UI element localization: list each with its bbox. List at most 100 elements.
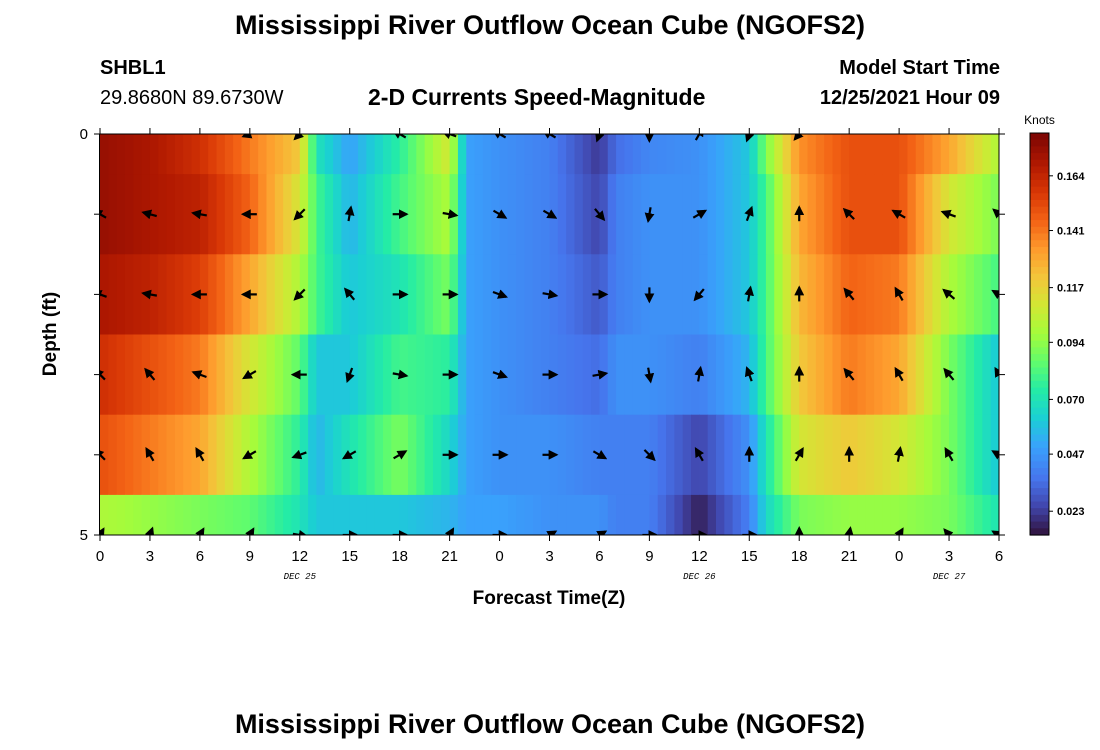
heatmap-cell bbox=[649, 254, 659, 336]
heatmap-cell bbox=[308, 174, 318, 255]
heatmap-cell bbox=[124, 414, 134, 496]
heatmap-cell bbox=[383, 254, 392, 336]
heatmap-cell bbox=[715, 494, 725, 535]
heatmap-cell bbox=[407, 494, 417, 535]
heatmap-cell bbox=[632, 174, 642, 255]
current-vector bbox=[991, 289, 999, 300]
heatmap-cell bbox=[732, 494, 742, 535]
heatmap-cell bbox=[824, 414, 834, 496]
heatmap-cell bbox=[974, 334, 983, 416]
heatmap-cell bbox=[732, 254, 742, 336]
colorbar-segment bbox=[1030, 407, 1049, 415]
heatmap-cell bbox=[383, 134, 392, 175]
heatmap-cell bbox=[707, 334, 717, 416]
heatmap-cell bbox=[857, 334, 867, 416]
current-vector bbox=[643, 449, 656, 462]
heatmap-cell bbox=[607, 334, 617, 416]
heatmap-cell bbox=[990, 134, 999, 175]
heatmap-cell bbox=[274, 494, 284, 535]
heatmap-cell bbox=[874, 134, 884, 175]
current-vector bbox=[991, 450, 999, 460]
current-vector bbox=[191, 370, 207, 380]
heatmap-cell bbox=[333, 134, 342, 175]
colorbar-segment bbox=[1030, 287, 1049, 295]
date-labels: DEC 25 DEC 26 DEC 27 bbox=[284, 572, 966, 582]
heatmap-cell bbox=[924, 494, 933, 535]
heatmap-cell bbox=[682, 254, 692, 336]
heatmap-cell bbox=[283, 414, 293, 496]
heatmap-cell bbox=[549, 134, 559, 175]
heatmap-cell bbox=[865, 494, 875, 535]
colorbar-segment bbox=[1030, 421, 1049, 429]
heatmap-cell bbox=[915, 134, 925, 175]
heatmap-cell bbox=[624, 414, 634, 496]
heatmap-cell bbox=[133, 414, 143, 496]
heatmap-cell bbox=[507, 134, 517, 175]
heatmap-cell bbox=[582, 494, 592, 535]
heatmap-cell bbox=[158, 494, 168, 535]
current-vector bbox=[891, 209, 906, 219]
heatmap-cell bbox=[466, 254, 476, 336]
current-vector bbox=[693, 288, 705, 302]
heatmap-cell bbox=[149, 334, 159, 416]
colorbar-segment bbox=[1030, 360, 1049, 369]
heatmap-cell bbox=[607, 254, 617, 336]
heatmap-cell bbox=[199, 134, 209, 175]
heatmap-cell bbox=[457, 174, 467, 255]
colorbar-segment bbox=[1030, 159, 1049, 168]
heatmap-cell bbox=[607, 174, 617, 255]
heatmap-cell bbox=[557, 254, 567, 336]
heatmap-cell bbox=[641, 494, 650, 535]
heatmap-cell bbox=[541, 494, 551, 535]
heatmap-cell bbox=[183, 414, 193, 496]
heatmap-cell bbox=[491, 254, 501, 336]
heatmap-cell bbox=[366, 334, 376, 416]
current-vector bbox=[594, 208, 606, 222]
heatmap-cell bbox=[782, 414, 792, 496]
heatmap-cell bbox=[949, 134, 958, 175]
heatmap-cell bbox=[782, 334, 792, 416]
heatmap-cell bbox=[399, 134, 409, 175]
current-vector bbox=[644, 367, 655, 384]
heatmap-cell bbox=[774, 334, 784, 416]
heatmap-cell bbox=[799, 174, 809, 255]
heatmap-cell bbox=[715, 174, 725, 255]
x-tick-label: 6 bbox=[995, 548, 1003, 565]
heatmap-cell bbox=[707, 174, 717, 255]
heatmap-cell bbox=[982, 414, 992, 496]
heatmap-cell bbox=[407, 174, 417, 255]
heatmap-cell bbox=[649, 134, 659, 175]
heatmap-cell bbox=[932, 334, 942, 416]
current-vector bbox=[293, 288, 306, 301]
heatmap-cell bbox=[824, 254, 834, 336]
heatmap-cell bbox=[874, 174, 884, 255]
heatmap-cell bbox=[890, 134, 900, 175]
heatmap-cell bbox=[657, 494, 667, 535]
heatmap-cell bbox=[582, 174, 592, 255]
station-id: SHBL1 bbox=[100, 57, 166, 79]
heatmap-cell bbox=[674, 254, 684, 336]
current-vector bbox=[491, 134, 507, 139]
heatmap-cell bbox=[183, 254, 193, 336]
heatmap-cell bbox=[108, 134, 118, 175]
colorbar-segment bbox=[1030, 173, 1049, 181]
heatmap-cell bbox=[882, 134, 892, 175]
heatmap-cell bbox=[216, 334, 226, 416]
heatmap-cell bbox=[682, 334, 692, 416]
heatmap-cell bbox=[316, 134, 326, 175]
current-vector bbox=[191, 209, 207, 220]
heatmap-cell bbox=[591, 494, 601, 535]
heatmap-cell bbox=[982, 254, 992, 336]
heatmap-cell bbox=[624, 494, 634, 535]
colorbar-segment bbox=[1030, 186, 1049, 194]
heatmap-cell bbox=[865, 134, 875, 175]
heatmap-cell bbox=[624, 254, 634, 336]
heatmap-cell bbox=[666, 174, 675, 255]
heatmap-cell bbox=[940, 134, 950, 175]
heatmap-cell bbox=[757, 334, 767, 416]
heatmap-cell bbox=[666, 134, 675, 175]
heatmap-cell bbox=[949, 174, 958, 255]
current-vector bbox=[744, 285, 754, 302]
heatmap-cell bbox=[865, 334, 875, 416]
heatmap-cell bbox=[899, 174, 909, 255]
